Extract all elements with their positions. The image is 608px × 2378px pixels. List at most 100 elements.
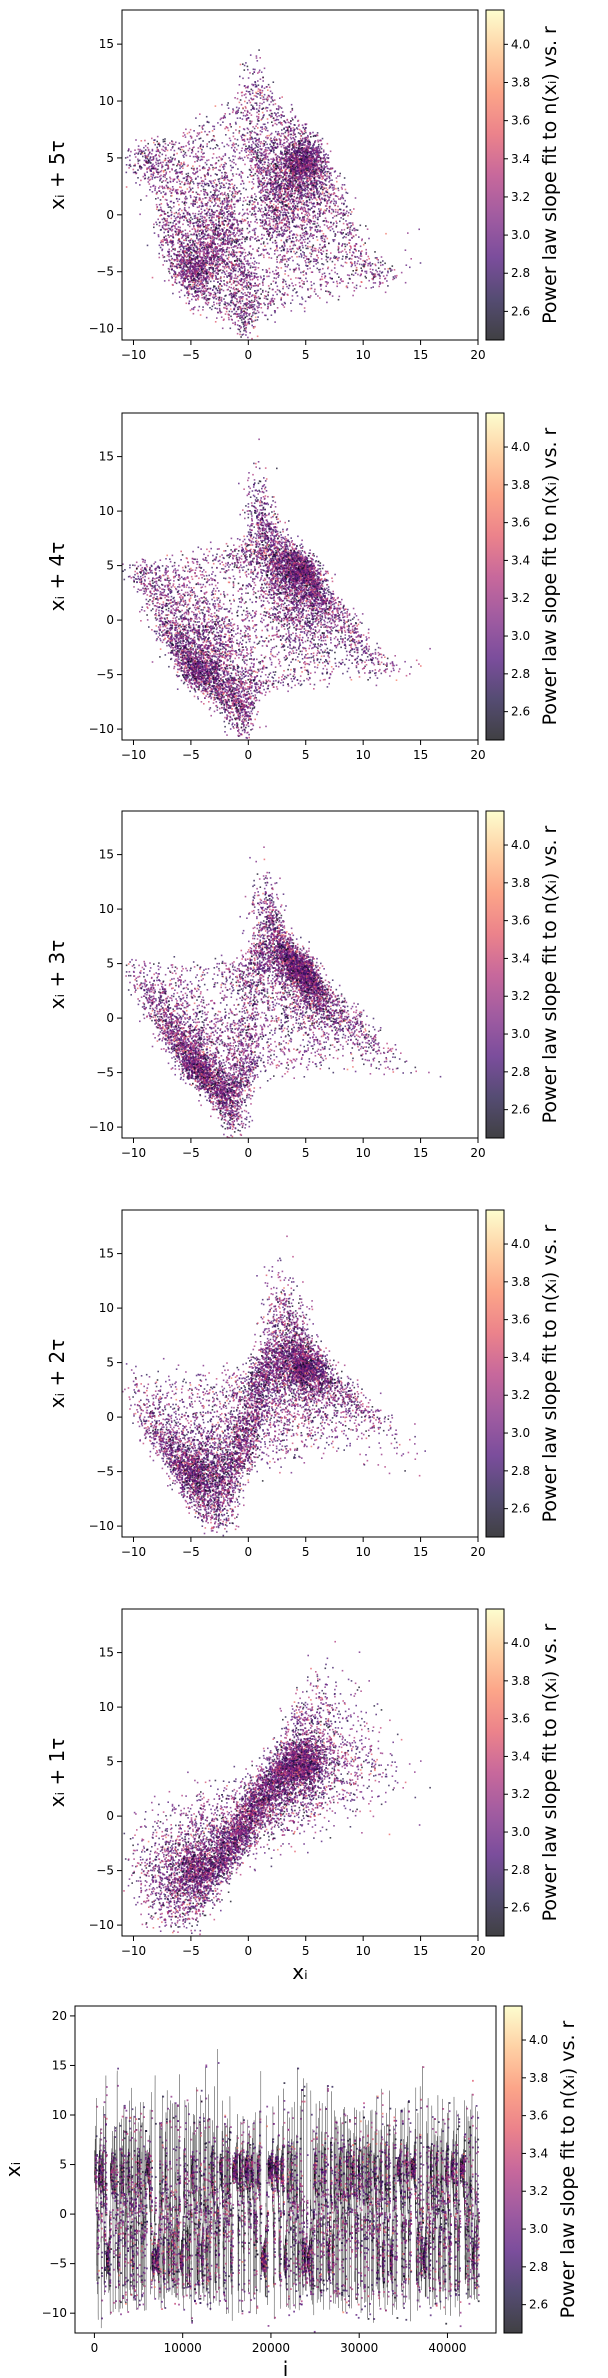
scatter-point [296, 187, 298, 190]
scatter-point [364, 275, 367, 278]
scatter-point [225, 254, 227, 257]
scatter-point [256, 60, 259, 62]
scatter-point [285, 146, 288, 148]
scatter-point [180, 193, 182, 196]
scatter-point [355, 229, 357, 231]
scatter-point [283, 160, 285, 162]
scatter-point [209, 292, 211, 294]
scatter-point [216, 278, 219, 280]
scatter-point [186, 213, 189, 216]
scatter-point [275, 114, 277, 117]
scatter-point [345, 212, 347, 215]
scatter-point [199, 249, 201, 251]
scatter-point [210, 180, 212, 183]
scatter-point [228, 231, 230, 234]
scatter-point [201, 285, 203, 288]
scatter-point [205, 279, 207, 282]
scatter-point [244, 100, 246, 103]
scatter-point [163, 260, 166, 262]
scatter-point [231, 212, 234, 215]
scatter-point [242, 159, 244, 161]
scatter-point [178, 250, 181, 253]
scatter-point [302, 274, 305, 276]
scatter-point [229, 275, 231, 277]
scatter-point [242, 143, 245, 146]
scatter-point [164, 142, 167, 145]
scatter-point [159, 143, 161, 146]
scatter-point [333, 239, 336, 241]
scatter-point [311, 148, 313, 150]
scatter-point [212, 297, 215, 300]
scatter-point [181, 268, 183, 270]
scatter-point [250, 194, 253, 197]
scatter-point [211, 277, 214, 280]
scatter-point [231, 251, 233, 253]
scatter-point [182, 277, 185, 280]
scatter-point [277, 267, 280, 269]
scatter-point [259, 173, 262, 176]
scatter-point [251, 236, 254, 239]
scatter-point [180, 277, 182, 280]
scatter-point [220, 296, 223, 299]
scatter-point [158, 203, 161, 206]
scatter-point [266, 174, 269, 176]
scatter-point [235, 295, 237, 297]
scatter-point [298, 197, 301, 200]
scatter-point [201, 293, 204, 295]
scatter-point [134, 156, 137, 158]
scatter-point [316, 165, 319, 168]
scatter-point [250, 138, 253, 140]
scatter-point [194, 228, 197, 231]
scatter-point [278, 221, 281, 223]
scatter-point [189, 175, 191, 178]
scatter-point [251, 262, 254, 264]
scatter-point [188, 131, 191, 134]
scatter-point [195, 284, 198, 286]
scatter-point [190, 262, 193, 265]
scatter-point [277, 131, 280, 133]
scatter-point [223, 232, 225, 234]
scatter-point [320, 208, 322, 210]
scatter-point [316, 171, 318, 174]
scatter-point [280, 150, 282, 153]
scatter-point [260, 189, 262, 191]
scatter-point [205, 261, 207, 264]
scatter-point [277, 105, 280, 107]
scatter-point [256, 156, 258, 158]
scatter-point [227, 254, 230, 256]
scatter-point [304, 144, 306, 146]
scatter-point [263, 249, 266, 251]
scatter-point [254, 166, 257, 169]
scatter-point [215, 276, 217, 278]
scatter-point [190, 254, 193, 256]
scatter-point [169, 259, 171, 262]
scatter-point [193, 182, 195, 185]
scatter-point [261, 128, 264, 130]
scatter-point [304, 129, 307, 132]
scatter-point [285, 148, 287, 150]
scatter-point [290, 129, 292, 132]
scatter-point [310, 175, 313, 178]
scatter-point [228, 230, 231, 232]
scatter-point [175, 219, 177, 221]
scatter-point [174, 273, 176, 276]
scatter-point [299, 235, 302, 237]
scatter-point [184, 275, 187, 278]
scatter-point [277, 194, 279, 197]
scatter-point [280, 259, 282, 261]
scatter-point [197, 297, 199, 300]
scatter-point [284, 292, 286, 294]
scatter-point [307, 245, 309, 248]
scatter-point [290, 141, 292, 144]
scatter-point [294, 151, 296, 154]
scatter-point [316, 203, 318, 206]
scatter-point [293, 225, 295, 227]
scatter-point [297, 158, 299, 161]
scatter-point [226, 276, 228, 278]
scatter-point [223, 276, 225, 278]
scatter-point [181, 258, 184, 261]
scatter-point [292, 137, 294, 139]
scatter-point [294, 160, 297, 163]
scatter-point [315, 225, 318, 227]
scatter-point [252, 105, 254, 108]
